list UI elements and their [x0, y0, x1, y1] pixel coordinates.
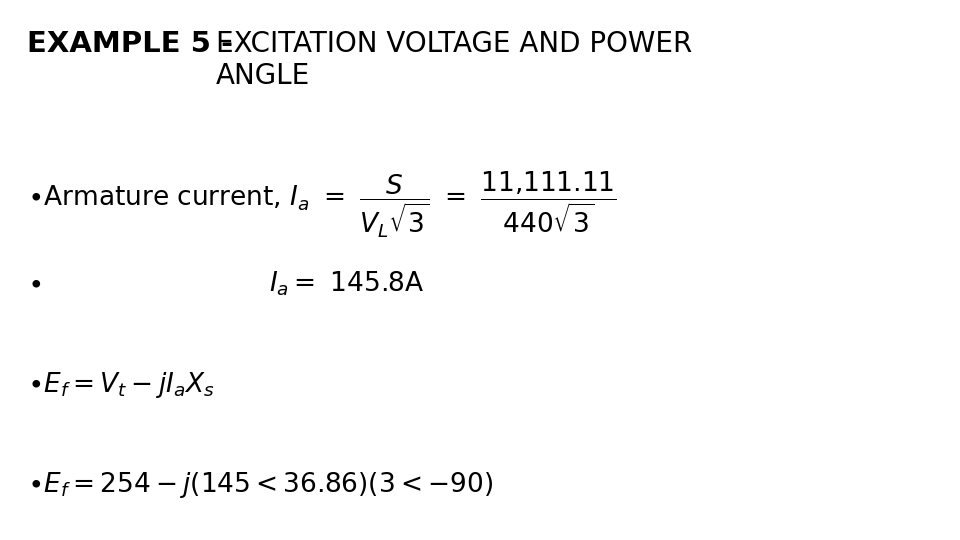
Text: EXAMPLE 5 -: EXAMPLE 5 -: [27, 30, 243, 58]
Text: $\bullet$Armature current, $I_a\ =\ \dfrac{S}{V_L\sqrt{3}}\ =\ \dfrac{11{,}111.1: $\bullet$Armature current, $I_a\ =\ \dfr…: [27, 170, 616, 240]
Text: EXCITATION VOLTAGE AND POWER
ANGLE: EXCITATION VOLTAGE AND POWER ANGLE: [216, 30, 692, 90]
Text: $\bullet$: $\bullet$: [27, 270, 41, 296]
Text: $\bullet E_f = V_t - jI_aX_s$: $\bullet E_f = V_t - jI_aX_s$: [27, 370, 215, 400]
Text: $\bullet E_f = 254 - j(145 < 36.86)(3 < -90)$: $\bullet E_f = 254 - j(145 < 36.86)(3 < …: [27, 470, 492, 500]
Text: $I_a{=}\ 145.8\mathrm{A}$: $I_a{=}\ 145.8\mathrm{A}$: [269, 270, 424, 299]
